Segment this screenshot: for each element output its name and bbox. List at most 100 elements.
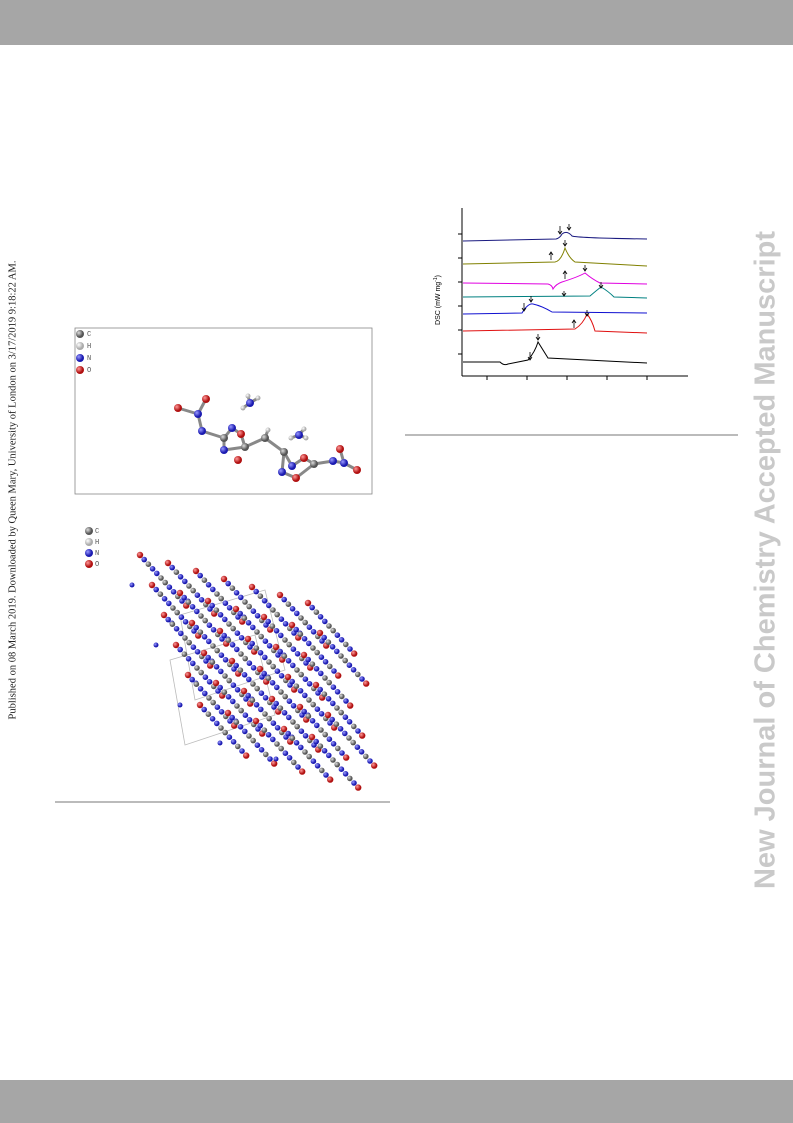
atom (162, 579, 168, 586)
legend-label: C (95, 528, 99, 536)
arrow (521, 303, 527, 312)
atom (295, 431, 303, 439)
legend-label: H (87, 343, 91, 351)
atom (347, 775, 353, 782)
atom (172, 641, 180, 649)
atom (169, 621, 176, 627)
legend-atom (76, 330, 84, 338)
atom (206, 638, 212, 645)
atom (194, 649, 201, 655)
atom (190, 587, 196, 594)
atom (245, 692, 251, 699)
atom (250, 737, 256, 744)
atom (309, 718, 316, 724)
atom (285, 658, 292, 664)
atom (230, 682, 237, 688)
atom (241, 672, 248, 678)
atom (343, 641, 349, 648)
atom (335, 672, 342, 679)
atom (206, 679, 213, 685)
atom (299, 768, 306, 775)
atom (310, 701, 317, 708)
atom (274, 725, 281, 731)
atom (197, 572, 203, 579)
atom (222, 657, 229, 663)
arrow (548, 251, 554, 260)
atom (363, 753, 369, 760)
atom (217, 612, 224, 618)
atom (258, 706, 264, 713)
arrow (571, 319, 577, 328)
atom (242, 599, 248, 605)
atom (270, 607, 276, 613)
atom (342, 730, 348, 737)
atom (206, 622, 213, 628)
atom (229, 585, 236, 591)
atom (258, 633, 265, 640)
atom (274, 684, 280, 691)
atom (204, 597, 212, 605)
atom (234, 456, 242, 464)
atom (285, 730, 292, 737)
atom (306, 624, 313, 630)
atom (249, 640, 255, 647)
atom (289, 606, 296, 612)
atom (340, 459, 348, 467)
atom (210, 627, 217, 633)
atom (205, 582, 212, 588)
atom (317, 614, 324, 620)
atom (300, 651, 308, 659)
atom (286, 698, 293, 704)
atom (198, 597, 205, 603)
atom (296, 703, 304, 711)
atom (330, 700, 336, 707)
header-bar (0, 0, 793, 45)
atom (318, 727, 324, 733)
atom (269, 680, 276, 686)
atom (309, 661, 316, 667)
atom (242, 655, 248, 662)
atom (298, 744, 304, 751)
atom (272, 643, 280, 651)
atom (209, 602, 215, 609)
atom (226, 677, 232, 684)
atom (266, 659, 272, 665)
atom (254, 742, 261, 748)
atom (324, 711, 332, 719)
atom (246, 603, 252, 610)
atom (273, 628, 280, 634)
atom (294, 610, 300, 617)
atom (355, 784, 362, 791)
atom (310, 645, 316, 651)
atom (197, 686, 204, 692)
atom (330, 757, 336, 763)
atom (186, 639, 192, 646)
atom (314, 722, 320, 729)
atom (334, 632, 341, 638)
dsc-curve (462, 272, 648, 291)
atom (276, 591, 284, 599)
atom (270, 736, 276, 743)
legend-atom (76, 366, 84, 374)
atom (313, 666, 320, 672)
atom (181, 594, 187, 601)
arrow (557, 226, 563, 235)
atom (226, 734, 233, 740)
atom (254, 629, 260, 635)
ticks (458, 233, 648, 380)
atom (225, 580, 231, 587)
atom (246, 660, 253, 666)
legend-label: H (95, 539, 99, 547)
atom (343, 698, 349, 704)
atom (234, 630, 241, 636)
atom (326, 623, 332, 629)
atom (210, 699, 216, 706)
dsc-curve (462, 286, 648, 299)
atom (274, 668, 281, 674)
atom (323, 772, 329, 778)
atom (160, 611, 168, 619)
atom (157, 591, 164, 597)
atom (217, 684, 223, 691)
legend-atom (85, 560, 93, 568)
atom (226, 605, 233, 611)
